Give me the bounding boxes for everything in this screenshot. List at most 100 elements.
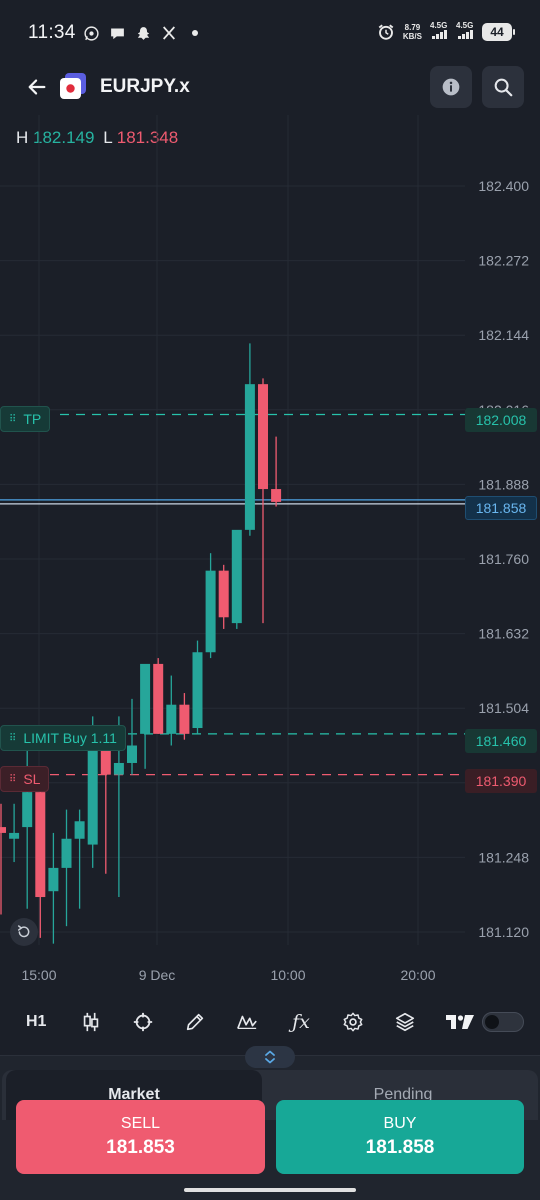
function-icon: ƒx (292, 1011, 310, 1033)
price-axis-label: 182.144 (478, 327, 529, 343)
expand-panel-handle[interactable] (245, 1046, 295, 1068)
chat-icon (108, 24, 126, 42)
price-axis-label: 181.888 (478, 476, 529, 492)
limit-price-tag: 181.460 (465, 729, 537, 753)
candle-up (9, 803, 20, 863)
candle-up (205, 553, 216, 659)
sl-label: SL (23, 771, 41, 787)
layers-icon (395, 1012, 415, 1032)
candle-body (35, 792, 46, 898)
candle-body (179, 704, 190, 734)
price-axis-label: 181.504 (478, 700, 529, 716)
indicators-button[interactable]: ƒx (288, 1010, 314, 1034)
candle-body (231, 529, 242, 624)
sl-price-tag: 181.390 (465, 769, 537, 793)
reset-chart-button[interactable] (10, 918, 38, 946)
candle-up (61, 809, 72, 927)
net-speed-unit: KB/S (402, 31, 422, 41)
price-axis-label: 181.120 (478, 924, 529, 940)
sell-price: 181.853 (106, 1137, 175, 1158)
low-value: 181.348 (116, 128, 179, 147)
signal-1-label: 4.5G (430, 21, 448, 30)
buy-label: BUY (383, 1115, 417, 1132)
candle-down (0, 803, 6, 915)
drag-handle-icon[interactable]: ⠿ (9, 732, 16, 744)
candle-down (271, 436, 282, 507)
candle-body (205, 570, 216, 653)
layers-button[interactable] (392, 1010, 418, 1034)
crosshair-button[interactable] (130, 1010, 156, 1034)
candlestick-icon (83, 1012, 99, 1032)
home-indicator (184, 1188, 356, 1192)
search-icon (494, 78, 513, 97)
limit-label: LIMIT Buy 1.11 (23, 730, 117, 746)
time-axis-label: 9 Dec (139, 967, 176, 983)
timeframe-button[interactable]: H1 (26, 1013, 47, 1030)
current-price-tag: 181.858 (465, 496, 537, 520)
tradingview-toggle[interactable] (482, 1012, 524, 1032)
drawing-button[interactable] (182, 1010, 208, 1034)
tab-pending[interactable]: Pending (373, 1086, 433, 1103)
high-label: H (16, 128, 29, 147)
price-axis-label: 181.760 (478, 551, 529, 567)
time-axis: 15:00 9 Dec 10:00 20:00 (21, 967, 435, 983)
crosshair-icon (133, 1012, 153, 1032)
candle-body (113, 762, 124, 775)
time-axis-label: 10:00 (270, 967, 305, 983)
battery-icon: 44 (482, 22, 515, 41)
signal-bars-icon (458, 30, 473, 39)
pattern-icon (237, 1015, 257, 1030)
patterns-button[interactable] (234, 1010, 260, 1034)
candle-body (48, 867, 59, 892)
candle-body (271, 489, 282, 502)
candles (0, 343, 282, 944)
buy-button[interactable]: BUY 181.858 (276, 1100, 524, 1174)
price-axis-label: 181.632 (478, 626, 529, 642)
candle-up (231, 529, 242, 629)
tp-level-chip[interactable]: ⠿ TP (0, 406, 51, 432)
candle-body (9, 832, 20, 839)
candlestick-chart[interactable]: 182.400182.272182.144182.016181.888181.7… (0, 115, 540, 995)
drag-handle-icon[interactable]: ⠿ (9, 773, 16, 785)
drag-handle-icon[interactable]: ⠿ (9, 413, 16, 425)
candle-body (244, 384, 255, 530)
time-axis-label: 20:00 (400, 967, 435, 983)
candle-body (22, 792, 33, 828)
pencil-icon (186, 1013, 204, 1031)
info-button[interactable] (430, 66, 472, 108)
high-low-readout: H 182.149 L 181.348 (16, 128, 178, 148)
refresh-icon (17, 925, 30, 938)
time-axis-label: 15:00 (21, 967, 56, 983)
gear-icon (343, 1012, 363, 1032)
limit-order-chip[interactable]: ⠿ LIMIT Buy 1.11 (0, 725, 126, 751)
search-button[interactable] (482, 66, 524, 108)
candle-body (74, 821, 85, 839)
candle-body (153, 663, 164, 734)
back-button[interactable] (20, 70, 54, 104)
tp-label: TP (23, 411, 42, 427)
candle-down (179, 693, 190, 740)
candle-down (100, 739, 111, 874)
chart-type-button[interactable] (78, 1010, 104, 1034)
settings-button[interactable] (340, 1010, 366, 1034)
signal-1: 4.5G (430, 22, 448, 41)
candle-up (48, 832, 59, 944)
candle-down (35, 780, 46, 938)
candle-up (140, 663, 151, 769)
notification-icons (82, 24, 204, 42)
price-axis-label: 182.400 (478, 178, 529, 194)
sl-level-chip[interactable]: ⠿ SL (0, 766, 50, 792)
sell-button[interactable]: SELL 181.853 (16, 1100, 265, 1174)
arrow-left-icon (28, 79, 46, 95)
price-axis-label: 181.248 (478, 849, 529, 865)
signal-2-label: 4.5G (456, 21, 474, 30)
sell-label: SELL (120, 1115, 161, 1132)
symbol-title[interactable]: EURJPY.x (100, 76, 190, 97)
status-bar: 11:34 8.79 KB/S 4.5G 4.5G (0, 0, 540, 68)
tradingview-icon (446, 1015, 474, 1029)
symbol-logo-icon (60, 73, 86, 99)
toggle-knob (485, 1015, 499, 1029)
candle-up (192, 640, 203, 734)
candle-up (127, 698, 137, 775)
app-header: EURJPY.x (0, 62, 540, 110)
